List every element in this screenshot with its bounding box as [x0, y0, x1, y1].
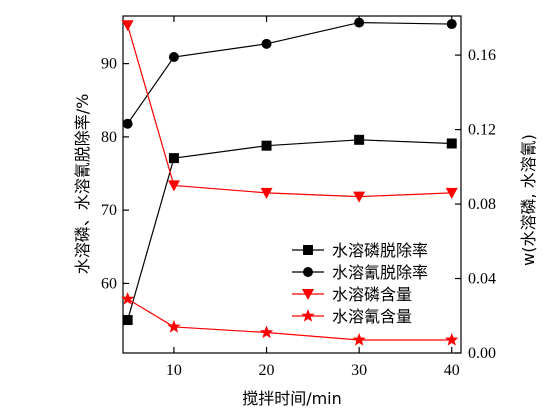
series-1-point [446, 138, 457, 149]
legend-label: 水溶磷含量 [332, 285, 412, 304]
left-y-tick-label: 60 [101, 275, 117, 292]
right-axis-title: w(水溶磷, 水溶氰) [519, 134, 538, 266]
series-1-point [122, 315, 133, 326]
series-2-line [127, 21, 452, 125]
series-3-point [121, 20, 134, 32]
series-4-point [445, 332, 459, 346]
series-3-point [260, 187, 273, 199]
x-tick-label: 40 [444, 362, 460, 379]
series-4-point [120, 292, 135, 305]
series-1-point [354, 134, 365, 145]
legend-item: 水溶磷含量 [292, 285, 412, 304]
left-y-tick-label: 80 [101, 129, 117, 146]
axis-tick-labels: 10 20 30 40 60 70 80 90 0.00 0.04 0.08 0.12 0.16 [101, 47, 496, 379]
legend-marker [303, 245, 313, 255]
series-3-point [353, 191, 366, 203]
x-tick-label: 20 [259, 362, 275, 379]
series-3-line [127, 25, 452, 198]
series-3-point [445, 187, 458, 199]
x-axis-title: 搅拌时间/min [242, 389, 342, 408]
series-2-point [261, 38, 272, 49]
legend-label: 水溶氰含量 [332, 307, 412, 326]
left-y-tick-label: 90 [101, 56, 117, 73]
series-2-point [354, 17, 365, 28]
plot-area-border [122, 15, 462, 354]
series-2-point [122, 118, 133, 129]
right-y-tick-label: 0.12 [468, 122, 496, 139]
series-4-point [167, 319, 181, 333]
series-2-point [446, 19, 457, 30]
series-3 [121, 20, 458, 203]
x-tick-label: 30 [351, 362, 367, 379]
series-2-point [168, 52, 179, 63]
left-axis-title: 水溶磷、水溶氰脱除率/% [73, 94, 92, 275]
series-4-point [259, 325, 274, 339]
right-y-tick-label: 0.16 [468, 47, 496, 64]
series-1-point [261, 140, 272, 151]
x-tick-label: 10 [166, 362, 182, 379]
legend-item: 水溶磷脱除率 [292, 241, 428, 260]
legend-item: 水溶氰脱除率 [292, 263, 428, 282]
legend-marker [301, 309, 315, 322]
series-1-point [168, 153, 179, 164]
series-3-point [167, 180, 180, 192]
series-2 [122, 17, 457, 129]
legend-marker [303, 267, 313, 277]
legend-label: 水溶氰脱除率 [332, 263, 428, 282]
legend-marker [302, 289, 314, 300]
series-layer [120, 17, 459, 346]
legend-item: 水溶氰含量 [292, 307, 412, 326]
axis-ticks [123, 16, 461, 354]
series-4-point [352, 332, 366, 346]
left-y-tick-label: 70 [101, 202, 117, 219]
right-y-tick-label: 0.00 [468, 345, 496, 362]
right-y-tick-label: 0.04 [468, 271, 496, 288]
plot-frame [122, 15, 462, 354]
legend-label: 水溶磷脱除率 [332, 241, 428, 260]
series-1 [122, 134, 457, 326]
series-4 [120, 292, 459, 346]
right-y-tick-label: 0.08 [468, 196, 496, 213]
